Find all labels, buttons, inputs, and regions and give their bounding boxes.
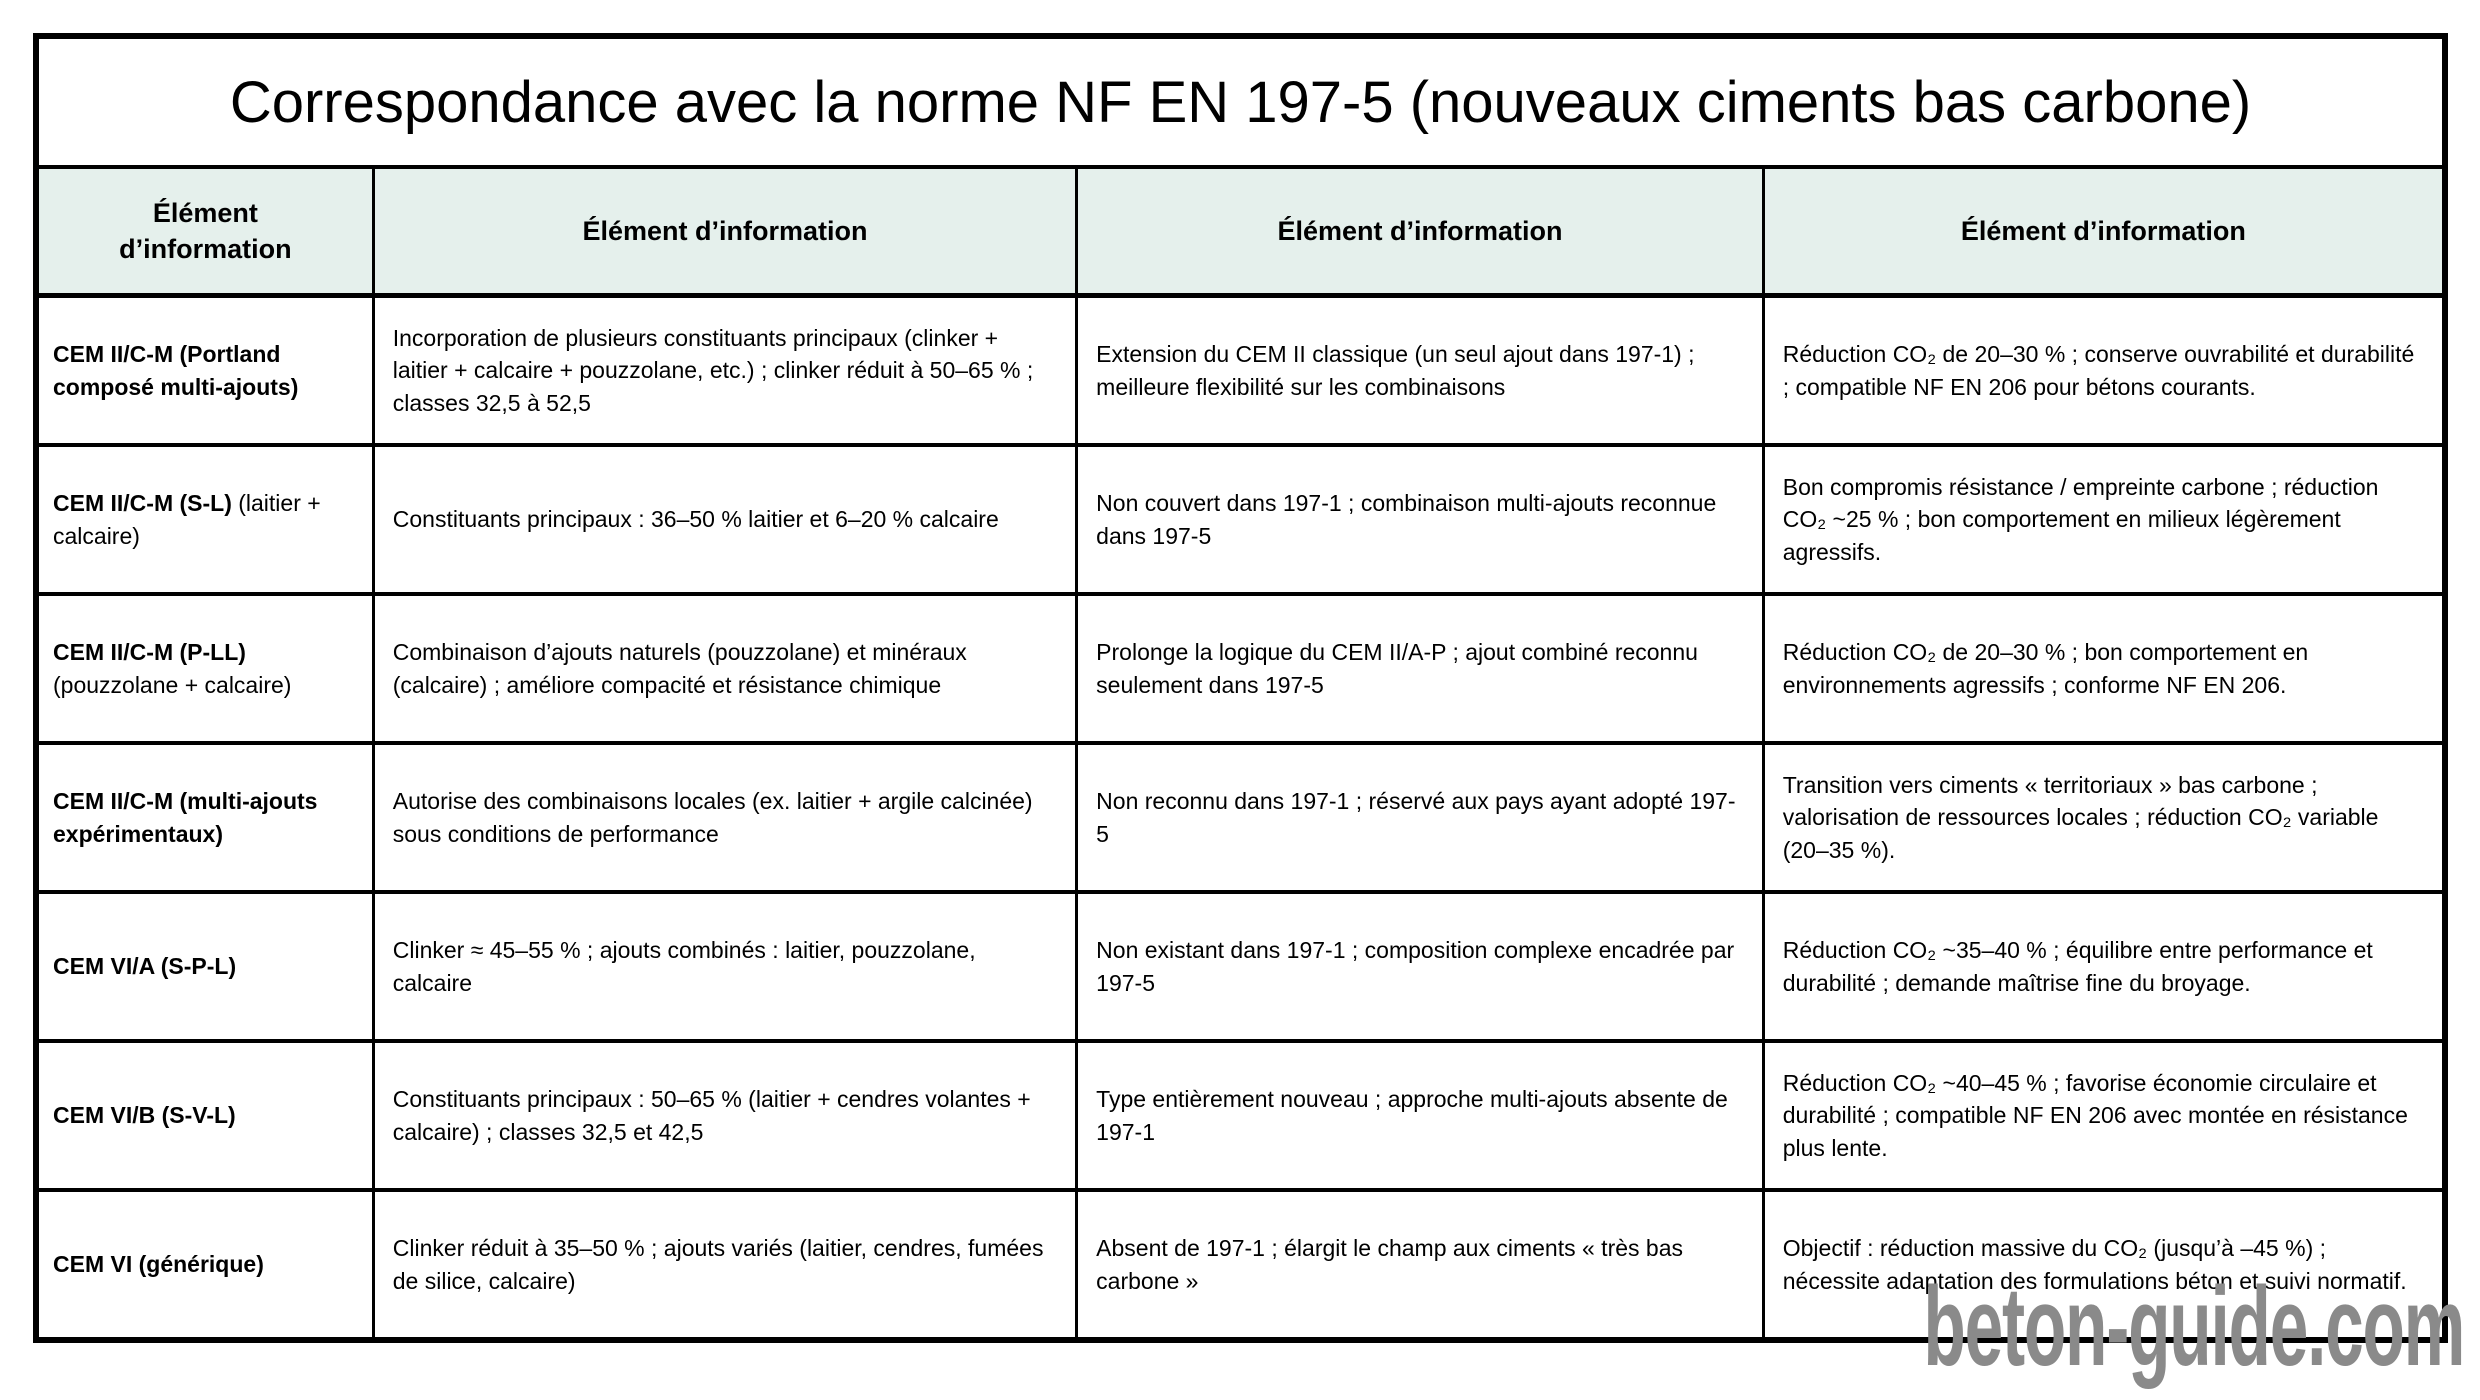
title-row: Correspondance avec la norme NF EN 197-5… xyxy=(36,36,2445,169)
cell-norm-status: Non couvert dans 197-1 ; combinaison mul… xyxy=(1075,443,1765,596)
row-label-bold: CEM VI/A (S-P-L) xyxy=(53,953,237,980)
row-label-rest: (laitier + calcaire) xyxy=(53,490,321,549)
cell-norm-status: Prolonge la logique du CEM II/A-P ; ajou… xyxy=(1075,592,1765,745)
cell-composition: Autorise des combinaisons locales (ex. l… xyxy=(371,741,1079,894)
row-label-bold: CEM VI/B (S-V-L) xyxy=(53,1102,236,1129)
row-label: CEM II/C-M (P-LL) (pouzzolane + calcaire… xyxy=(34,592,375,745)
cell-norm-status: Type entièrement nouveau ; approche mult… xyxy=(1075,1039,1765,1192)
row-label: CEM II/C-M (multi-ajouts expérimentaux) xyxy=(34,741,375,894)
row-label-bold: CEM II/C-M (P-LL) xyxy=(53,639,246,666)
table-row: CEM II/C-M (Portland composé multi-ajout… xyxy=(34,293,2447,447)
row-label: CEM VI (générique) xyxy=(34,1188,375,1342)
table-row: CEM II/C-M (S-L) (laitier + calcaire) Co… xyxy=(34,443,2447,596)
cell-impact: Réduction CO₂ de 20–30 % ; conserve ouvr… xyxy=(1761,293,2447,447)
row-label-rest: (pouzzolane + calcaire) xyxy=(53,671,292,698)
cell-impact: Réduction CO₂ de 20–30 % ; bon comportem… xyxy=(1761,592,2447,745)
cell-impact: Bon compromis résistance / empreinte car… xyxy=(1761,443,2447,596)
table-row: CEM VI (générique) Clinker réduit à 35–5… xyxy=(34,1188,2447,1342)
page-title: Correspondance avec la norme NF EN 197-5… xyxy=(36,36,2445,169)
row-label: CEM VI/A (S-P-L) xyxy=(34,890,375,1043)
row-label-bold: CEM VI (générique) xyxy=(53,1251,264,1278)
cell-norm-status: Non reconnu dans 197-1 ; réservé aux pay… xyxy=(1075,741,1765,894)
cell-impact: Objectif : réduction massive du CO₂ (jus… xyxy=(1761,1188,2447,1342)
cell-composition: Incorporation de plusieurs constituants … xyxy=(371,293,1079,447)
cell-composition: Combinaison d’ajouts naturels (pouzzolan… xyxy=(371,592,1079,745)
cell-composition: Constituants principaux : 36–50 % laitie… xyxy=(371,443,1079,596)
table-row: CEM VI/A (S-P-L) Clinker ≈ 45–55 % ; ajo… xyxy=(34,890,2447,1043)
row-label-bold: CEM II/C-M (multi-ajouts expérimentaux) xyxy=(53,788,318,847)
correspondence-table: Correspondance avec la norme NF EN 197-5… xyxy=(33,33,2448,1343)
column-header-4: Élément d’information xyxy=(1761,165,2447,298)
table-row: CEM VI/B (S-V-L) Constituants principaux… xyxy=(34,1039,2447,1192)
cell-composition: Clinker ≈ 45–55 % ; ajouts combinés : la… xyxy=(371,890,1079,1043)
row-label: CEM VI/B (S-V-L) xyxy=(34,1039,375,1192)
cell-norm-status: Extension du CEM II classique (un seul a… xyxy=(1075,293,1765,447)
watermark-text: beton-guide.com xyxy=(1923,1264,2465,1389)
row-label: CEM II/C-M (Portland composé multi-ajout… xyxy=(34,293,375,447)
cell-norm-status: Non existant dans 197-1 ; composition co… xyxy=(1075,890,1765,1043)
row-label-bold: CEM II/C-M (Portland composé multi-ajout… xyxy=(53,341,299,400)
cell-norm-status: Absent de 197-1 ; élargit le champ aux c… xyxy=(1075,1188,1765,1342)
cell-impact: Réduction CO₂ ~40–45 % ; favorise économ… xyxy=(1761,1039,2447,1192)
column-header-1: Élément d’information xyxy=(34,165,375,298)
cell-impact: Transition vers ciments « territoriaux »… xyxy=(1761,741,2447,894)
cell-impact: Réduction CO₂ ~35–40 % ; équilibre entre… xyxy=(1761,890,2447,1043)
row-label-bold: CEM II/C-M (S-L) xyxy=(53,490,232,517)
header-row: Élément d’information Élément d’informat… xyxy=(34,165,2447,298)
column-header-3: Élément d’information xyxy=(1075,165,1765,298)
table-row: CEM II/C-M (multi-ajouts expérimentaux) … xyxy=(34,741,2447,894)
cell-composition: Clinker réduit à 35–50 % ; ajouts variés… xyxy=(371,1188,1079,1342)
row-label: CEM II/C-M (S-L) (laitier + calcaire) xyxy=(34,443,375,596)
table-row: CEM II/C-M (P-LL) (pouzzolane + calcaire… xyxy=(34,592,2447,745)
column-header-2: Élément d’information xyxy=(371,165,1079,298)
cell-composition: Constituants principaux : 50–65 % (laiti… xyxy=(371,1039,1079,1192)
